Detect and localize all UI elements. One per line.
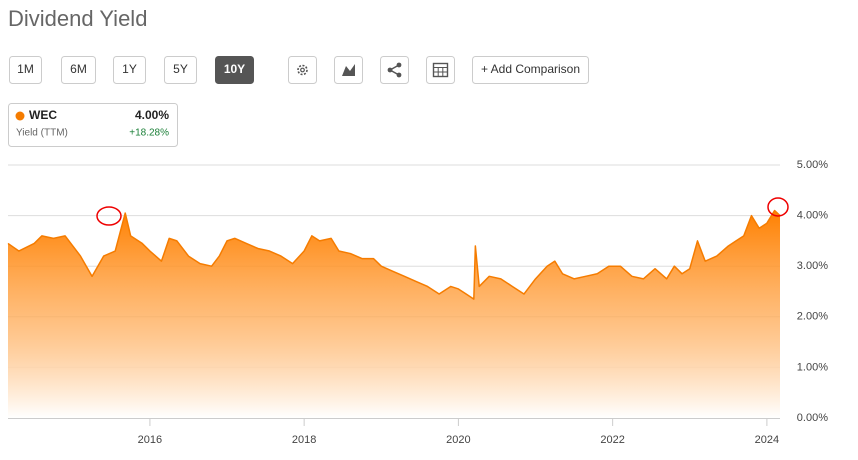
x-tick-label: 2024 (755, 434, 779, 446)
range-button[interactable]: 10Y (215, 56, 254, 84)
x-tick-label: 2018 (292, 434, 316, 446)
plot: 0.00% 1.00% 2.00% 3.00% 4.00% 5.00% 2016 2018 20… (7, 159, 828, 446)
y-tick-label: 1.00% (797, 361, 828, 373)
settings-button[interactable] (288, 56, 317, 84)
range-button-label: 1M (17, 62, 34, 76)
highlight-circle (767, 197, 789, 217)
range-button-label: 10Y (224, 62, 245, 76)
y-tick-label: 4.00% (797, 210, 828, 222)
range-button[interactable]: 1Y (113, 56, 146, 84)
area-line (7, 209, 781, 300)
x-tick-label: 2016 (138, 434, 162, 446)
share-button[interactable] (380, 56, 409, 84)
y-tick-label: 3.00% (797, 260, 828, 272)
range-button-bg (164, 56, 197, 84)
range-button[interactable]: 6M (61, 56, 96, 84)
range-button-bg (215, 56, 254, 84)
range-button[interactable]: 5Y (164, 56, 197, 84)
range-button-bg (61, 56, 96, 84)
highlight-circle (96, 206, 122, 226)
range-button-bg (113, 56, 146, 84)
add-comparison-label: + Add Comparison (481, 62, 580, 76)
range-button-label: 1Y (122, 62, 137, 76)
legend-card: WEC 4.00% Yield (TTM) +18.28% (8, 103, 178, 147)
range-button[interactable]: 1M (9, 56, 42, 84)
legend-label: Yield (TTM) (16, 128, 68, 139)
area-fill (8, 210, 780, 418)
legend-swatch (15, 111, 25, 121)
table-button[interactable] (426, 56, 455, 84)
x-tick-label: 2020 (446, 434, 470, 446)
page-title: Dividend Yield (8, 6, 147, 31)
range-button-bg (9, 56, 42, 84)
y-tick-label: 2.00% (797, 311, 828, 323)
legend-name: WEC (29, 108, 57, 122)
y-tick-label: 5.00% (797, 159, 828, 171)
add-comparison-button[interactable]: + Add Comparison (472, 56, 589, 84)
x-tick-label: 2022 (600, 434, 624, 446)
legend-value: 4.00% (135, 108, 169, 122)
range-button-label: 5Y (173, 62, 188, 76)
chart-type-button[interactable] (334, 56, 363, 84)
range-button-label: 6M (70, 62, 87, 76)
toolbar: 1M 6M 1Y 5Y 10Y (9, 56, 254, 84)
y-tick-label: 0.00% (797, 412, 828, 424)
legend-change: +18.28% (129, 128, 169, 139)
